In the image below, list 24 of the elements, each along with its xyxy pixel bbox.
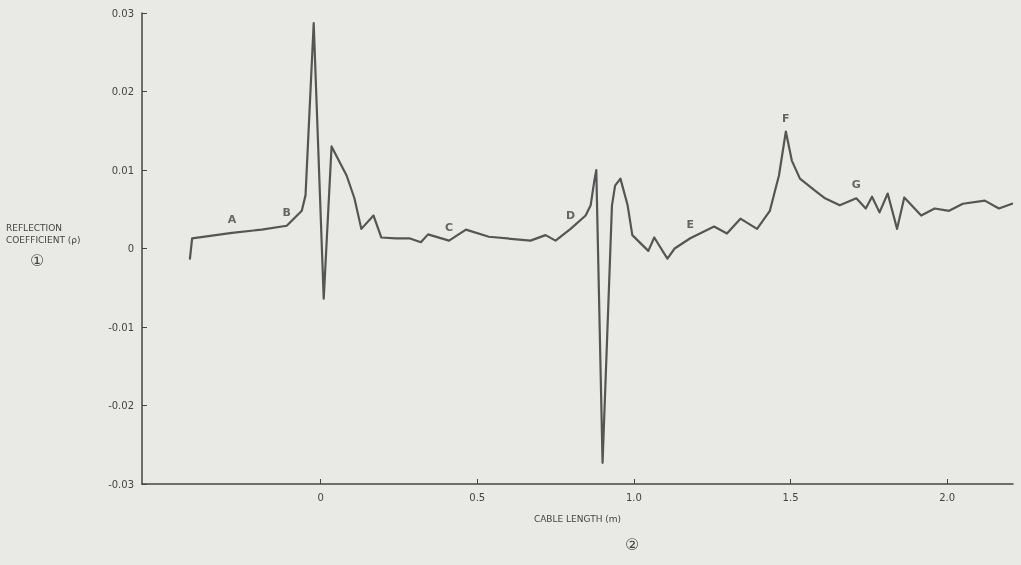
annotation: A <box>227 212 237 226</box>
annotation: G <box>851 178 861 192</box>
annotation: C <box>445 220 454 234</box>
annotation: E <box>686 218 695 232</box>
x-tick-label: 0 <box>317 491 324 503</box>
y-tick-label: -0.02 <box>108 400 134 411</box>
y-tick-label: -0.03 <box>108 478 134 490</box>
text: ① <box>30 250 45 270</box>
x-tick-label: 2.0 <box>939 491 956 503</box>
line-series <box>188 22 1014 464</box>
y-tick-label: 0 <box>127 243 134 254</box>
x-tick-label: 1.0 <box>625 491 642 503</box>
y-tick-label: 0.03 <box>111 7 134 19</box>
annotation: D <box>566 208 576 222</box>
y-tick-label: 0.02 <box>111 86 134 97</box>
y-tick-label: -0.01 <box>108 321 134 333</box>
annotation: F <box>782 111 790 125</box>
y-tick-label: 0.01 <box>111 164 134 176</box>
x-axis-title: CABLE LENGTH (m) <box>533 513 622 524</box>
x-tick-label: 1.5 <box>782 491 799 503</box>
text: ② <box>625 534 640 554</box>
y-axis-title: REFLECTION COEFFICIENT (ρ) <box>6 223 81 245</box>
x-tick-label: 0.5 <box>469 491 486 503</box>
annotation: B <box>282 205 291 219</box>
